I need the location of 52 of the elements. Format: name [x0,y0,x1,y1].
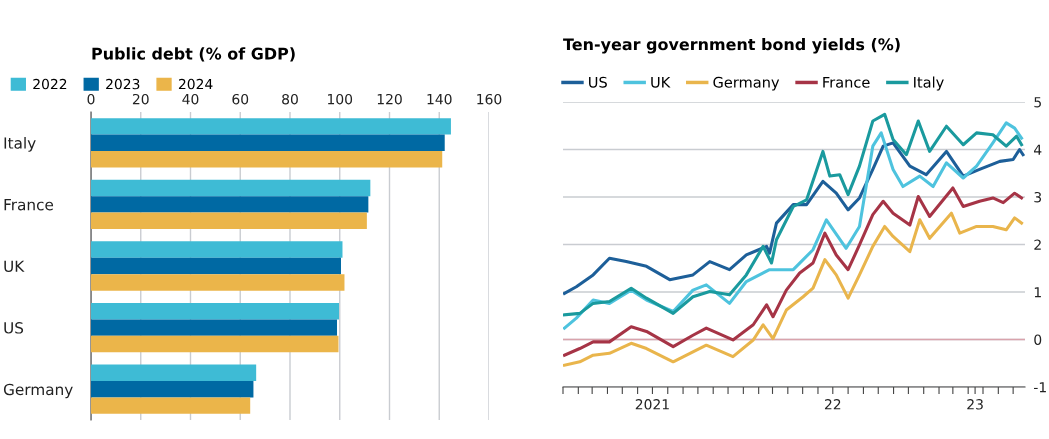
x-tick-label: 80 [282,93,298,105]
bar [91,151,443,168]
bar [91,397,251,414]
y-tick-label: -1 [1034,382,1046,393]
y-tick-label: 4 [1034,144,1042,155]
line-series [563,211,1024,367]
bar [91,118,451,135]
chart-title: Ten-year government bond yields (%) [563,37,900,54]
x-tick-label: 40 [182,93,199,105]
bar [91,241,343,258]
legend-label: 2024 [178,78,213,90]
bar [91,179,371,197]
y-tick-label: 3 [1034,191,1042,203]
bar [91,257,341,275]
x-tick-label: 160 [477,93,502,105]
y-tick-label: 1 [1034,287,1041,298]
y-tick-label: Germany [3,383,73,399]
legend-label: UK [651,76,671,88]
bar [91,196,369,213]
y-tick-label: US [4,322,24,334]
x-tick-label: 2021 [635,399,669,410]
bar [91,212,367,230]
bar [91,364,257,381]
line-series [563,186,1024,357]
y-tick-label: France [4,199,54,211]
y-tick-label: 2 [1034,239,1041,250]
bar [91,134,445,152]
x-tick-label: 60 [232,93,249,105]
legend-label: Germany [713,76,780,91]
legend-label: US [589,76,607,88]
bar [91,380,254,398]
x-tick-label: 20 [132,93,149,105]
legend-label: Italy [914,76,944,91]
legend-label: France [823,76,870,88]
x-tick-label: 0 [87,93,95,105]
chart-title: Public debt (% of GDP) [92,47,295,62]
x-tick-label: 100 [328,93,353,105]
y-tick-label: UK [4,260,25,273]
x-tick-label: 22 [824,399,841,410]
x-tick-label: 140 [427,93,452,105]
bar [91,319,338,336]
legend-label: 2023 [106,78,140,90]
x-tick-label: 120 [377,93,402,105]
y-tick-label: Italy [4,137,36,152]
y-tick-label: 0 [1034,334,1042,345]
bar [91,335,339,353]
bar [91,302,339,320]
x-tick-label: 23 [967,399,983,410]
y-tick-label: 5 [1034,97,1041,108]
legend-label: 2022 [33,78,67,90]
line-series [563,141,1025,295]
bar [91,274,345,291]
